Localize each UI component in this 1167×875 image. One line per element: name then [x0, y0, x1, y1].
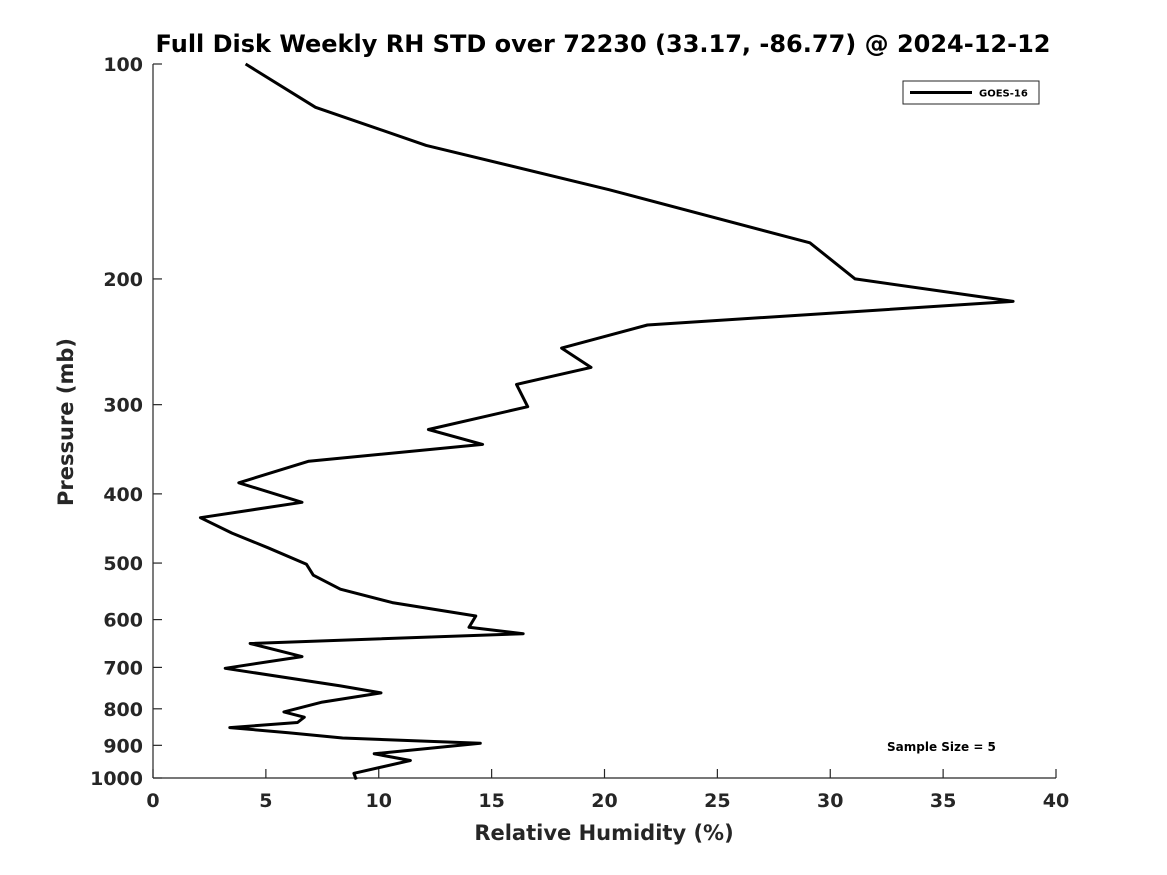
y-tick-label: 700 — [103, 657, 143, 679]
y-tick-label: 800 — [103, 699, 143, 721]
series-line-goes-16 — [198, 62, 1015, 781]
y-tick-label: 900 — [103, 735, 143, 757]
x-tick-label: 25 — [704, 790, 730, 812]
x-axis-label: Relative Humidity (%) — [474, 821, 733, 845]
legend: GOES-16 — [902, 80, 1040, 105]
y-tick-label: 500 — [103, 553, 143, 575]
y-tick-label: 400 — [103, 484, 143, 506]
plot-area — [153, 64, 1056, 778]
x-tick-label: 5 — [259, 790, 272, 812]
sample-size-annotation: Sample Size = 5 — [887, 740, 996, 754]
x-tick-label: 20 — [591, 790, 617, 812]
x-tick-label: 15 — [478, 790, 504, 812]
x-tick-label: 30 — [817, 790, 843, 812]
legend-label-goes-16: GOES-16 — [979, 89, 1028, 100]
chart-title: Full Disk Weekly RH STD over 72230 (33.1… — [156, 30, 1051, 58]
x-tick-label: 10 — [366, 790, 392, 812]
series-layer — [198, 62, 1015, 781]
x-tick-label: 35 — [930, 790, 956, 812]
x-axis-ticks: 0 5 10 15 20 25 30 35 40 — [146, 769, 1069, 812]
y-axis-label: Pressure (mb) — [54, 338, 78, 506]
y-tick-label: 200 — [103, 269, 143, 291]
y-tick-label: 600 — [103, 610, 143, 632]
y-tick-label: 300 — [103, 395, 143, 417]
y-tick-label: 1000 — [90, 768, 143, 790]
x-tick-label: 0 — [146, 790, 159, 812]
plot-background — [153, 64, 1056, 778]
y-tick-label: 100 — [103, 54, 143, 76]
y-axis-ticks: 100 200 300 400 500 600 700 800 900 1000 — [90, 54, 162, 790]
x-tick-label: 40 — [1043, 790, 1069, 812]
